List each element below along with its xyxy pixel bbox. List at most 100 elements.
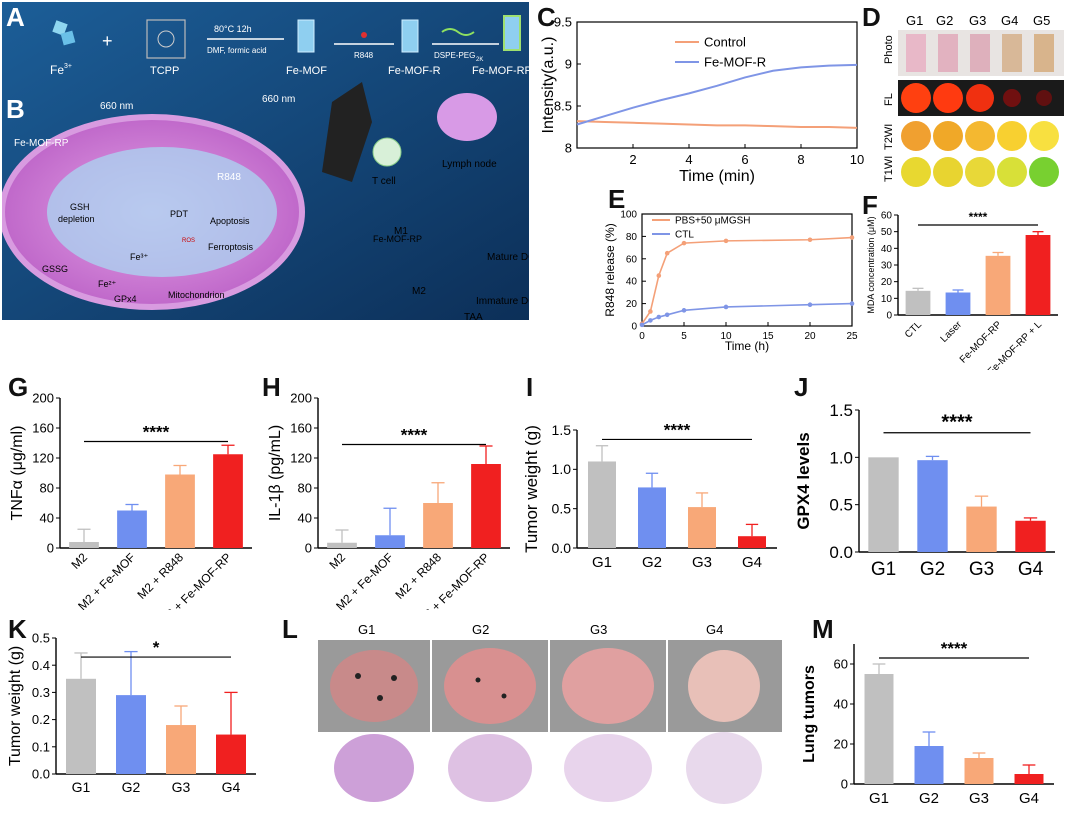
y-tick-label: 0.4 [32, 658, 50, 673]
x-tick-label: G1 [871, 559, 896, 580]
x-tick-label: M2 [326, 550, 348, 572]
y-tick-label: 8.5 [554, 99, 572, 114]
tumor-nodule [391, 675, 397, 681]
lung-images-panel-l: G1 G2 G3 G4 [318, 620, 782, 808]
d-group-label: G3 [969, 13, 986, 28]
y-tick-label: 30 [881, 261, 893, 272]
x-tick-label: M2 [68, 550, 90, 572]
fe-sup-label: 3+ [64, 63, 72, 70]
data-point [656, 273, 662, 278]
t2-spot-g3 [965, 121, 995, 151]
y-axis-label: Lung tumors [801, 665, 818, 763]
significance-label: **** [143, 423, 170, 442]
y-tick-label: 0.5 [829, 496, 853, 515]
l-group-label: G1 [358, 622, 375, 637]
r848-molecule-icon [361, 32, 367, 38]
y-tick-label: 120 [290, 451, 312, 466]
y-tick-label: 20 [626, 299, 638, 310]
panel-label-e: E [608, 184, 626, 214]
he-section-g3 [564, 734, 652, 802]
panel-label-c: C [537, 2, 556, 32]
y-axis-label: Intensity(a.u.) [540, 37, 557, 134]
significance-label: **** [969, 210, 988, 224]
bar [964, 758, 994, 784]
femofrp-label: Fe-MOF-RP [472, 65, 529, 77]
bar [917, 460, 948, 552]
panel-label-b: B [6, 94, 25, 124]
he-section-g4 [686, 732, 762, 804]
x-tick-label: G2 [920, 559, 945, 580]
x-tick-label: 25 [846, 331, 858, 342]
chart-c: 2 4 6 8 10 8 8.5 9 9.5 Time (min) Intensity(a.u.) C… [540, 15, 864, 185]
y-tick-label: 0.2 [32, 712, 50, 727]
tumor-nodule [377, 695, 383, 701]
tube-g5 [1034, 34, 1054, 72]
d-row-label: Photo [883, 35, 895, 64]
y-tick-label: 1.5 [552, 422, 572, 438]
d-row-label: T1WI [883, 156, 895, 182]
fl-spot-g3 [966, 84, 994, 112]
cell-femofrp-label: Fe-MOF-RP [14, 138, 69, 149]
t-cell-icon [372, 137, 402, 167]
y-axis-label: GPX4 levels [794, 432, 813, 529]
x-tick-label: G1 [869, 790, 889, 807]
imaging-grid-svg: G1 G2 G3 G4 G5 Photo FL T2WI T1WI [883, 13, 1064, 190]
y-tick-label: 60 [881, 211, 893, 222]
he-section-g1 [334, 734, 414, 802]
bar [738, 536, 766, 548]
t1-spot-g3 [965, 157, 995, 187]
legend-label: PBS+50 μMGSH [675, 216, 751, 227]
femof-crystal-icon [297, 19, 315, 53]
y-axis-label: MDA concentration (μM) [866, 216, 876, 313]
mature-dc-label: Mature DC [487, 252, 529, 263]
y-tick-label: 0 [631, 322, 637, 333]
panel-label-d: D [862, 2, 881, 32]
schematic-panel: Fe 3+ + TCPP 80°C 12h DMF, formic acid F… [0, 2, 535, 323]
l-group-label: G3 [590, 622, 607, 637]
l-group-label: G4 [706, 622, 723, 637]
data-point [807, 302, 813, 308]
x-tick-label: 2 [629, 152, 636, 167]
bar [1015, 520, 1046, 552]
d-row-label: FL [883, 93, 895, 106]
y-axis-label: Tumor weight (g) [7, 646, 24, 766]
tube-g1 [906, 34, 926, 72]
y-tick-label: 80 [626, 232, 638, 243]
x-tick-label: G3 [969, 559, 994, 580]
bar [688, 507, 716, 548]
lung-g2 [444, 648, 536, 724]
condition-label-2: DMF, formic acid [207, 46, 267, 55]
bar [117, 510, 147, 548]
l-group-label: G2 [472, 622, 489, 637]
x-tick-label: G1 [592, 554, 612, 571]
y-tick-label: 0.5 [552, 501, 572, 517]
fe-label: Fe [50, 63, 64, 77]
bar [216, 734, 246, 774]
y-tick-label: 0.3 [32, 685, 50, 700]
y-tick-label: 80 [298, 481, 312, 496]
bar [165, 474, 195, 548]
x-tick-label: G3 [172, 779, 191, 795]
t2-spot-g4 [997, 121, 1027, 151]
fe3-label: Fe³⁺ [130, 252, 149, 262]
x-tick-label: Laser [939, 319, 965, 345]
t1-spot-g4 [997, 157, 1027, 187]
tcpp-structure-icon [146, 19, 186, 59]
r848-cell-label: R848 [217, 172, 241, 183]
panel-label-a: A [6, 2, 25, 32]
bar [914, 746, 944, 784]
data-point [849, 235, 855, 240]
fl-spot-g2 [933, 83, 963, 113]
laser-label-2: 660 nm [262, 94, 295, 105]
lymph-node-icon [437, 93, 497, 141]
y-tick-label: 0.5 [32, 631, 50, 646]
y-tick-label: 200 [290, 391, 312, 406]
t1-spot-g2 [933, 157, 963, 187]
bar [985, 255, 1011, 315]
femofrp-crystal-icon [503, 15, 521, 51]
y-tick-label: 60 [834, 657, 848, 672]
bar [1025, 235, 1051, 315]
significance-label: * [153, 638, 160, 657]
data-point [639, 322, 645, 328]
